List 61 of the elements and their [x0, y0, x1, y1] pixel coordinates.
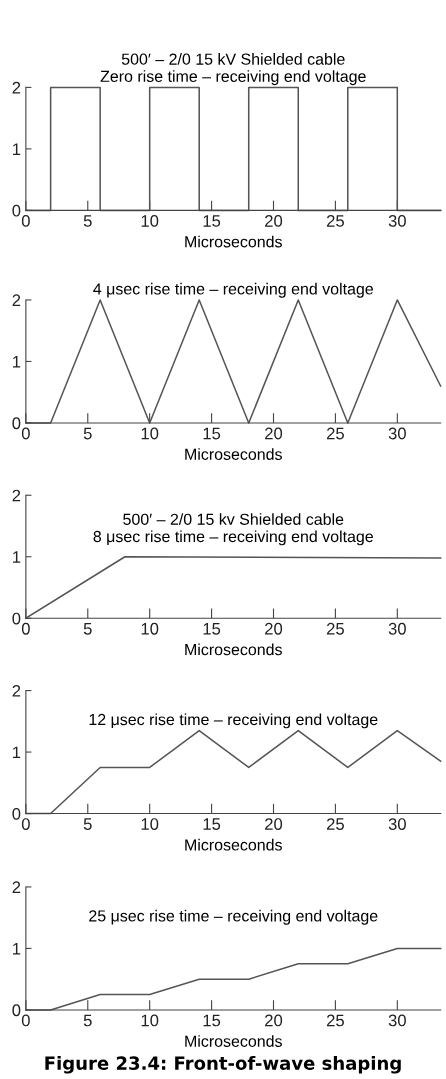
y-tick-label: 2 — [12, 881, 21, 893]
chart-title: 4 μsec rise time – receiving end voltage — [93, 282, 373, 298]
y-tick-label: 2 — [12, 294, 21, 306]
x-tick-label: 20 — [265, 427, 283, 440]
x-tick-label: 5 — [83, 1014, 92, 1027]
y-tick-label: 0 — [12, 417, 21, 430]
x-tick-label: 30 — [388, 1014, 406, 1027]
x-axis-title: Microseconds — [185, 1035, 282, 1047]
x-tick-label: 30 — [388, 622, 406, 635]
y-tick-label: 0 — [12, 612, 21, 625]
y-tick-label: 2 — [12, 684, 21, 697]
x-tick-label: 0 — [21, 215, 30, 227]
x-tick-label: 30 — [388, 427, 406, 440]
x-tick-label: 25 — [326, 215, 344, 227]
x-tick-label: 10 — [141, 622, 159, 635]
y-tick-label: 2 — [12, 489, 21, 502]
x-tick-label: 15 — [203, 1014, 221, 1027]
x-tick-label: 20 — [265, 1014, 283, 1027]
chart-title: 500′ – 2/0 15 kV Shielded cable Zero rise time – receiving end voltage — [100, 53, 366, 86]
y-tick-label: 0 — [12, 204, 21, 217]
y-tick-label: 1 — [13, 943, 21, 955]
x-axis-title: Microseconds — [185, 448, 282, 460]
y-tick-label: 0 — [12, 807, 21, 820]
x-tick-label: 25 — [326, 1014, 344, 1027]
x-tick-label: 10 — [141, 215, 159, 227]
x-tick-label: 15 — [203, 818, 221, 830]
x-tick-label: 15 — [203, 427, 221, 440]
x-tick-label: 15 — [203, 623, 221, 635]
y-tick-label: 1 — [13, 356, 21, 368]
y-tick-label: 2 — [12, 81, 21, 94]
x-tick-label: 10 — [141, 427, 159, 440]
x-tick-label: 0 — [21, 427, 30, 440]
caption: Figure 23.4: Front-of-wave shaping — [45, 1055, 401, 1074]
y-tick-label: 1 — [13, 143, 21, 155]
x-tick-label: 15 — [203, 215, 221, 227]
x-tick-label: 0 — [21, 622, 30, 635]
y-tick-label: 1 — [13, 551, 21, 563]
x-tick-label: 30 — [388, 818, 406, 830]
x-tick-label: 5 — [83, 818, 92, 830]
x-tick-label: 25 — [326, 622, 344, 635]
text: 500′ – 2/0 15 kv Shielded cable 8 μsec rise time – receiving end voltage — [93, 513, 373, 546]
x-tick-label: 25 — [326, 818, 344, 830]
x-tick-label: 5 — [83, 623, 92, 635]
x-tick-label: 10 — [141, 818, 159, 830]
x-tick-label: 20 — [265, 818, 283, 830]
x-axis-title: Microseconds — [185, 838, 282, 851]
x-tick-label: 10 — [141, 1014, 159, 1027]
x-tick-label: 20 — [265, 622, 283, 635]
text: 25 μsec rise time – receiving end voltage — [89, 909, 378, 925]
x-tick-label: 0 — [21, 1014, 30, 1027]
x-axis-title: Microseconds — [185, 235, 282, 248]
text: 12 μsec rise time – receiving end voltage — [89, 713, 378, 729]
x-tick-label: 25 — [326, 427, 344, 440]
x-tick-label: 5 — [83, 215, 92, 227]
y-tick-label: 0 — [12, 1004, 21, 1017]
y-tick-label: 1 — [13, 746, 21, 759]
x-axis-title: Microseconds — [185, 643, 282, 656]
x-tick-label: 30 — [388, 215, 406, 227]
x-tick-label: 0 — [21, 818, 30, 830]
x-tick-label: 20 — [265, 215, 283, 227]
x-tick-label: 5 — [83, 427, 92, 440]
